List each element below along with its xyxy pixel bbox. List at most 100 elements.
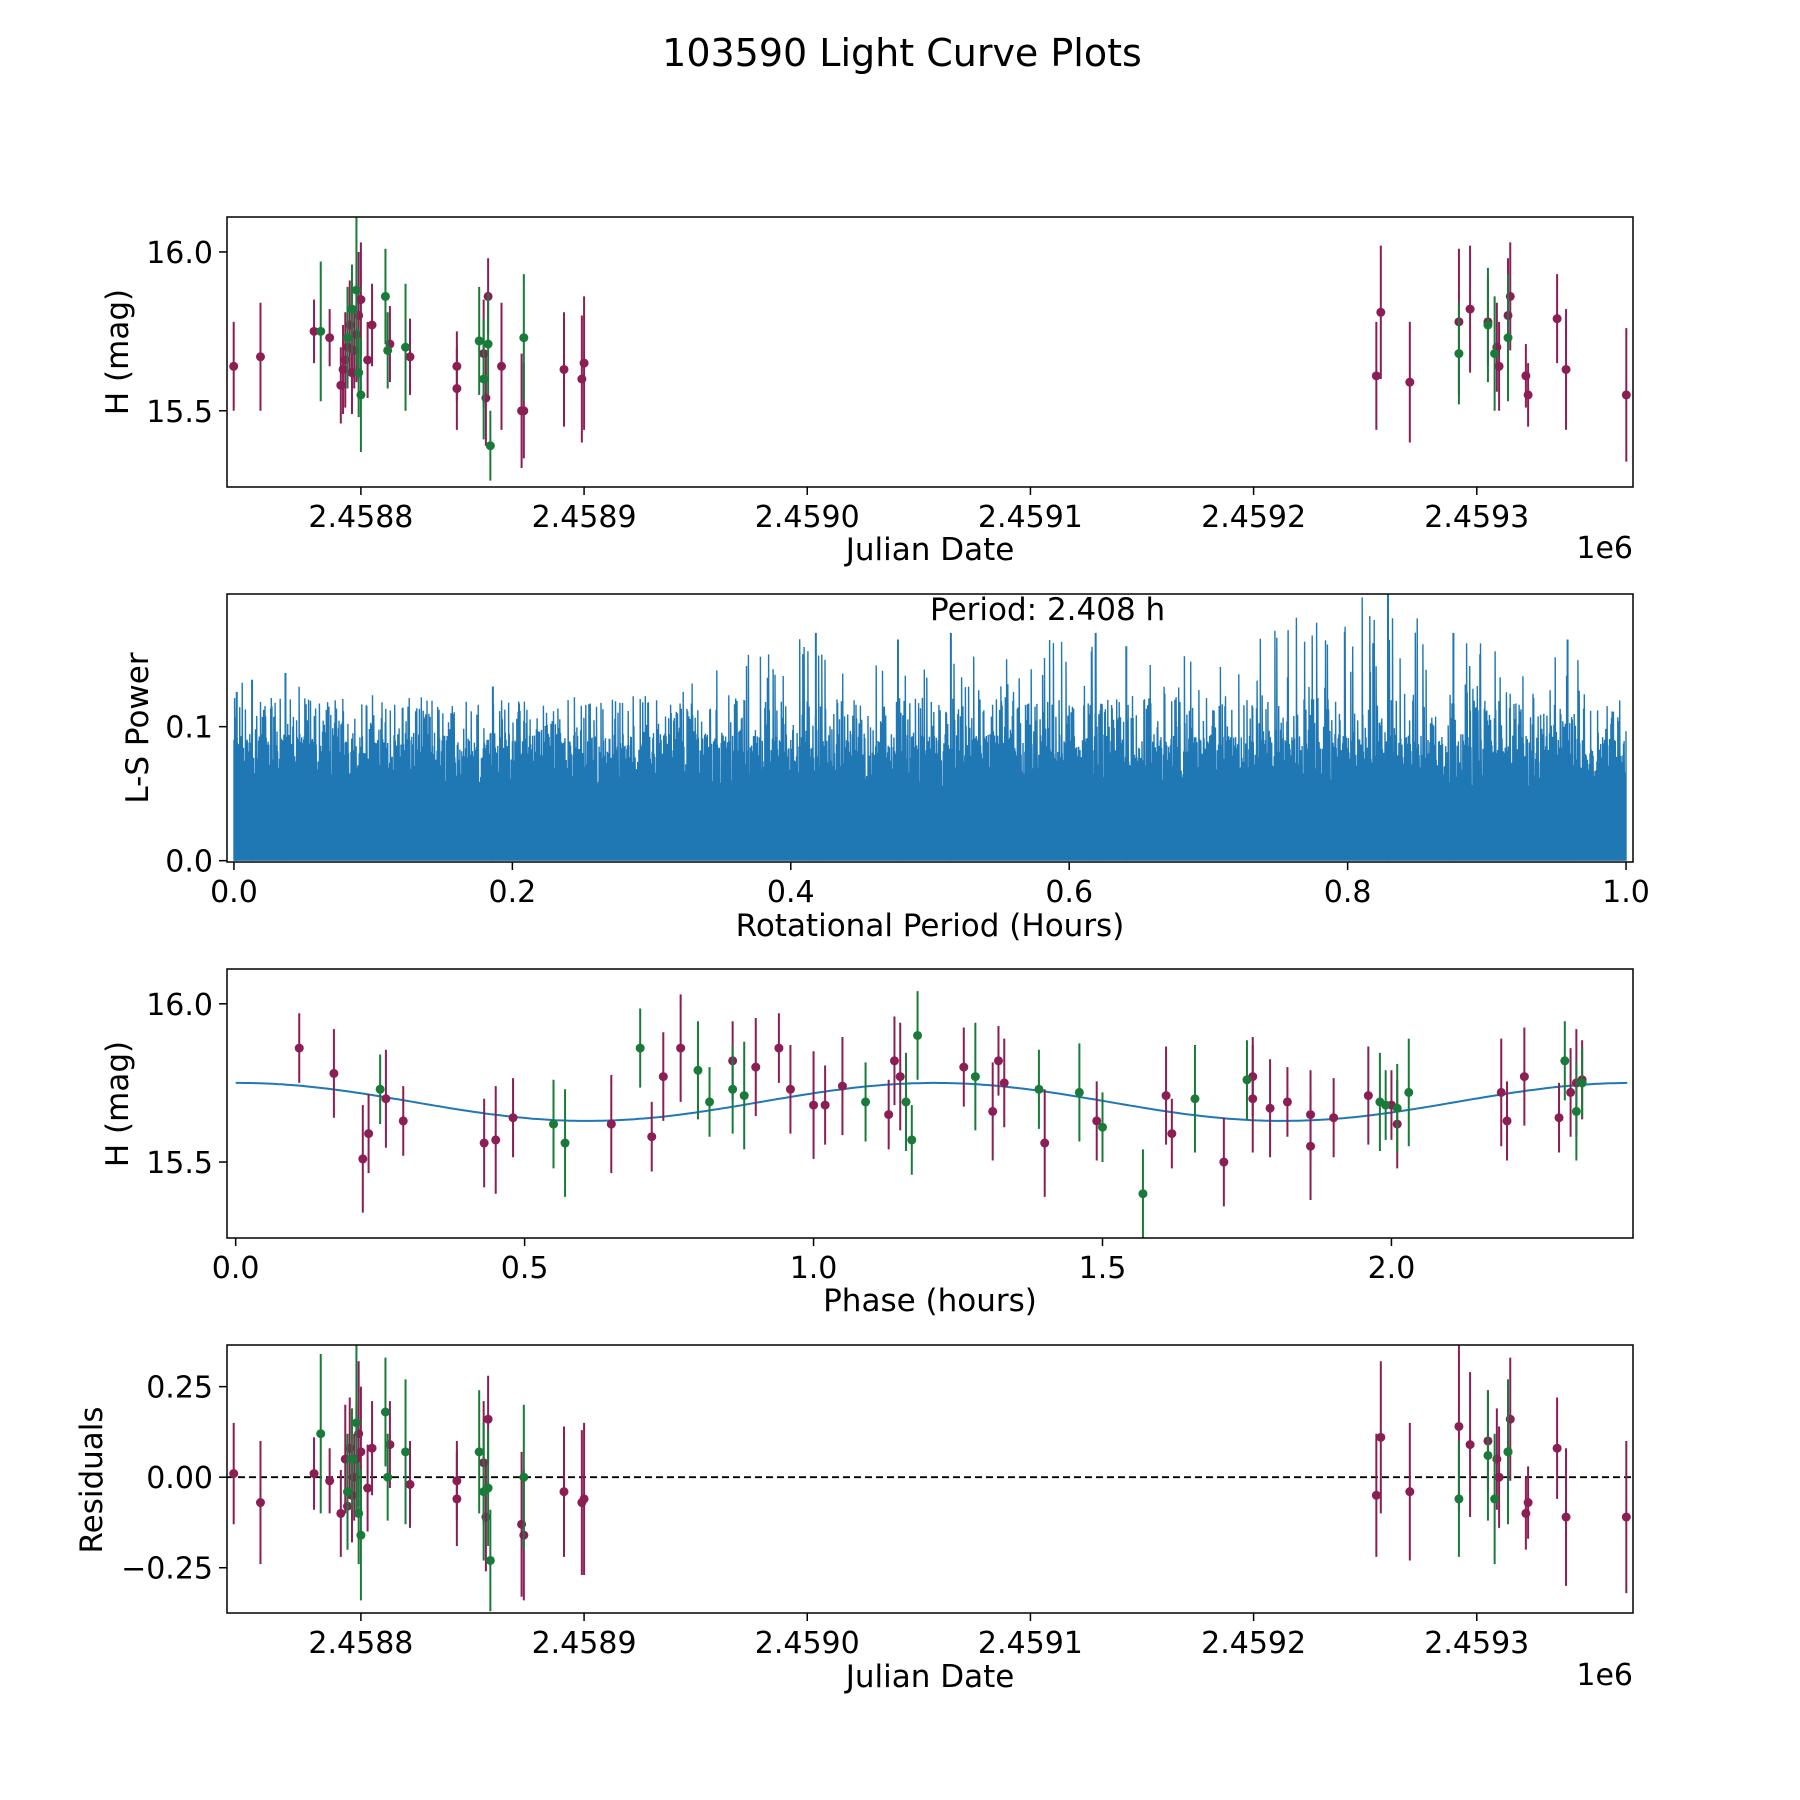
residuals-point-purple [1523,1498,1533,1508]
residuals-ytick-label: 0.25 [146,1371,213,1406]
residuals-point-purple [452,1494,462,1504]
julian-date-ytick-label: 16.0 [146,236,213,271]
julian-date-point-purple [1376,307,1386,317]
residuals-panel: 2.4588 2.4589 2.4590 2.4591 2.4592 2.4593 −0.2… [74,1344,1634,1695]
phase-ylabel: H (mag) [100,1041,136,1167]
residuals-ticks: 2.4588 2.4589 2.4590 2.4591 2.4592 2.4593 −0.2… [121,1371,1529,1661]
julian-date-point-green [1454,349,1464,359]
phase-point-green [1074,1087,1084,1097]
julian-date-plot-area [229,217,1631,481]
phase-ticks: 0.0 0.5 1.0 1.5 2.0 15.5 16.0 [146,988,1415,1286]
julian-date-point-purple [1552,314,1562,324]
julian-date-offset-label: 1e6 [1576,531,1633,566]
residuals-point-green [519,1472,529,1482]
phase-point-purple [959,1062,969,1072]
periodogram-xtick-label: 0.6 [1045,875,1093,910]
julian-date-point-green [343,333,353,343]
julian-date-point-green [474,336,484,346]
residuals-axes-frame [226,1344,1634,1614]
phase-point-purple [1161,1091,1171,1101]
residuals-point-purple [309,1469,319,1479]
residuals-ylabel: Residuals [74,1406,110,1553]
julian-date-point-green [1503,333,1513,343]
phase-xtick-label: 2.0 [1368,1251,1416,1286]
julian-date-point-purple [356,295,366,305]
julian-date-point-purple [452,384,462,394]
julian-date-xtick-label: 2.4589 [532,500,637,535]
phase-point-green [1097,1122,1107,1132]
phase-point-purple [398,1116,408,1126]
phase-panel: 0.0 0.5 1.0 1.5 2.0 15.5 16.0 Phase (hours) H … [100,968,1634,1319]
residuals-point-purple [1371,1490,1381,1500]
phase-point-purple [1566,1087,1576,1097]
phase-point-green [705,1097,715,1107]
residuals-ytick-label: −0.25 [121,1552,213,1587]
phase-point-purple [294,1043,304,1053]
julian-date-point-purple [1465,304,1475,314]
periodogram-xtick-label: 0.4 [767,875,815,910]
phase-point-purple [491,1135,501,1145]
julian-date-point-purple [325,333,335,343]
residuals-point-purple [1465,1440,1475,1450]
residuals-point-green [1503,1447,1513,1457]
phase-point-purple [1502,1116,1512,1126]
residuals-ytick-label: 0.00 [146,1461,213,1496]
phase-axes-frame [226,968,1634,1239]
julian-date-xtick-label: 2.4592 [1201,500,1306,535]
phase-point-purple [751,1062,761,1072]
periodogram-xtick-label: 0.0 [210,875,258,910]
julian-date-point-purple [497,361,507,371]
phase-point-green [1381,1100,1391,1110]
phase-point-purple [809,1100,819,1110]
julian-date-point-green [383,345,393,355]
residuals-xtick-label: 2.4588 [308,1626,413,1661]
phase-point-green [1392,1103,1402,1113]
phase-xtick-label: 1.0 [790,1251,838,1286]
residuals-point-purple [336,1508,346,1518]
residuals-point-purple [1621,1512,1631,1522]
phase-point-purple [606,1119,616,1129]
periodogram-panel: 0.0 0.2 0.4 0.6 0.8 1.0 0.0 0.1 Period: 2.408 h… [120,592,1650,944]
residuals-point-purple [483,1414,493,1424]
julian-date-point-green [316,326,326,336]
phase-point-green [1577,1078,1587,1088]
phase-point-purple [1167,1129,1177,1139]
phase-point-green [901,1097,911,1107]
periodogram-plot-area [233,594,1627,861]
phase-point-green [1560,1056,1570,1066]
phase-point-purple [1554,1113,1564,1123]
phase-point-purple [889,1056,899,1066]
residuals-offset-label: 1e6 [1576,1658,1633,1693]
julian-date-point-purple [309,326,319,336]
periodogram-xlabel: Rotational Period (Hours) [736,908,1125,944]
phase-point-purple [1496,1087,1506,1097]
residuals-point-green [1490,1494,1500,1504]
julian-date-point-green [479,374,489,384]
phase-point-green [560,1138,570,1148]
phase-point-green [728,1084,738,1094]
julian-date-point-purple [405,352,415,362]
residuals-point-green [356,1530,366,1540]
phase-ytick-label: 16.0 [146,988,213,1023]
julian-date-point-purple [519,406,529,416]
phase-point-purple [999,1078,1009,1088]
phase-xlabel: Phase (hours) [823,1283,1037,1319]
periodogram-dense-fill [233,794,1627,861]
residuals-xlabel: Julian Date [844,1659,1015,1695]
phase-point-green [1190,1094,1200,1104]
residuals-point-purple [1494,1472,1504,1482]
residuals-xtick-label: 2.4589 [532,1626,637,1661]
phase-point-purple [1329,1113,1339,1123]
phase-point-purple [1363,1091,1373,1101]
residuals-point-purple [559,1487,569,1497]
phase-point-green [1242,1075,1252,1085]
phase-point-green [549,1119,559,1129]
residuals-point-green [401,1447,411,1457]
julian-date-point-purple [367,320,377,330]
residuals-point-green [316,1429,326,1439]
julian-date-point-green [1483,320,1493,330]
julian-date-point-purple [559,364,569,374]
julian-date-xtick-label: 2.4590 [755,500,860,535]
phase-point-purple [658,1072,668,1082]
periodogram-ytick-label: 0.1 [165,711,213,746]
